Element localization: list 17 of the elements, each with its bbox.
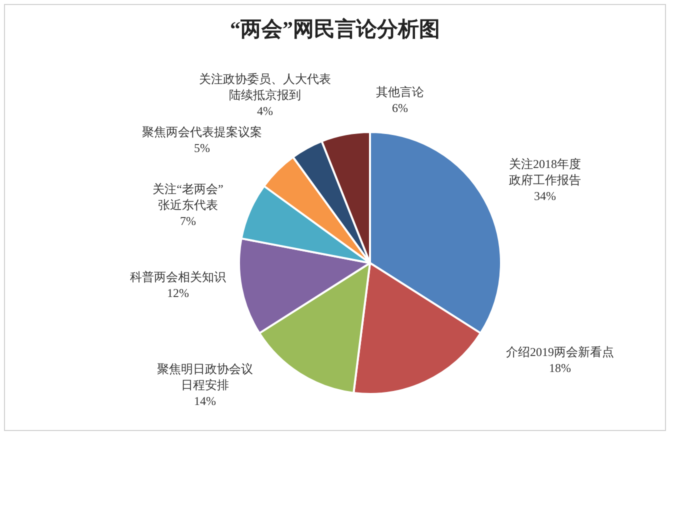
data-label: 14% (194, 394, 216, 408)
data-label: 4% (257, 104, 273, 118)
slice-label: 科普两会相关知识 (130, 270, 226, 284)
slice-label: 关注2018年度政府工作报告 (509, 157, 581, 188)
slice-label: 聚焦两会代表提案议案 (142, 125, 262, 140)
data-label: 34% (534, 189, 556, 204)
data-label: 12% (167, 286, 189, 300)
slice-label: 关注“老两会”张近东代表 (152, 182, 224, 212)
slice-label: 其他言论 (376, 85, 424, 100)
chart-title: “两会”网民言论分析图 (229, 16, 441, 43)
data-label: 18% (549, 361, 571, 376)
data-label: 6% (392, 101, 408, 116)
slice-label: 介绍2019两会新看点 (506, 345, 614, 360)
slice-label: 关注政协委员、人大代表陆续抵京报到 (199, 72, 331, 102)
data-label: 5% (194, 141, 210, 156)
data-label: 7% (180, 214, 196, 228)
slice-label: 聚焦明日政协会议日程安排 (157, 362, 253, 392)
